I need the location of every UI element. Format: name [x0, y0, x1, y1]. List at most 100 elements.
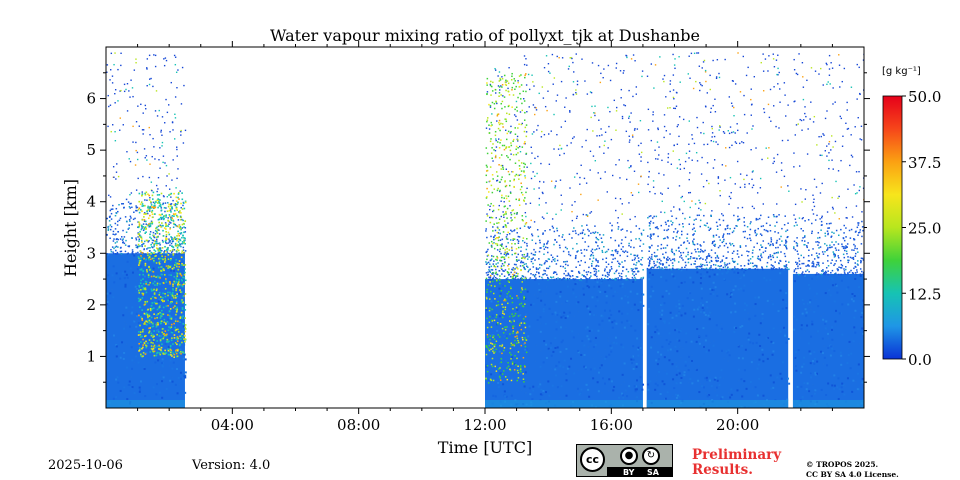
scatter-point — [705, 80, 707, 83]
fringe-point — [612, 254, 615, 257]
dense-speckle — [857, 363, 860, 366]
dense-speckle — [169, 316, 172, 319]
dense-speckle — [754, 386, 757, 389]
scatter-point — [560, 80, 563, 83]
fringe-point — [577, 250, 579, 252]
scatter-point — [551, 53, 554, 56]
dense-speckle — [528, 325, 531, 328]
dense-speckle — [554, 311, 557, 314]
fringe-point — [174, 223, 176, 226]
plume-point — [144, 232, 146, 234]
fringe-point — [162, 203, 164, 206]
scatter-point — [532, 171, 534, 173]
dense-speckle — [183, 258, 186, 261]
dense-speckle — [559, 312, 562, 315]
fringe-point — [575, 276, 578, 278]
fringe-point — [787, 235, 789, 238]
fringe-point — [854, 245, 856, 247]
plume-point — [139, 245, 141, 247]
dense-speckle — [155, 345, 158, 348]
fringe-point — [626, 230, 628, 232]
scatter-point — [861, 211, 863, 213]
dense-speckle — [144, 315, 147, 318]
fringe-point — [554, 260, 556, 262]
scatter-point — [751, 205, 754, 208]
fringe-point — [552, 276, 555, 278]
fringe-point — [698, 258, 701, 260]
dense-speckle — [822, 312, 825, 315]
scatter-point — [731, 131, 733, 134]
plume-point — [149, 236, 151, 239]
fringe-point — [114, 242, 117, 244]
dense-speckle — [150, 266, 153, 269]
dense-speckle — [681, 304, 684, 307]
fringe-point — [697, 248, 699, 250]
dense-speckle — [115, 378, 118, 381]
fringe-point — [637, 260, 640, 262]
fringe-point — [158, 247, 161, 249]
fringe-point — [830, 222, 832, 225]
fringe-point — [785, 244, 787, 247]
plume-point — [151, 270, 154, 273]
fringe-point — [606, 276, 609, 278]
dense-speckle — [859, 299, 862, 302]
dense-speckle — [656, 384, 659, 387]
scatter-point — [840, 117, 843, 120]
dense-speckle — [513, 362, 516, 365]
fringe-point — [554, 271, 557, 274]
dense-speckle — [139, 265, 142, 268]
fringe-point — [537, 235, 540, 238]
scatter-point — [775, 171, 778, 173]
plume-point — [182, 323, 185, 325]
fringe-point — [845, 245, 847, 247]
fringe-point — [512, 269, 514, 271]
plume-point — [183, 282, 186, 284]
fringe-point — [639, 263, 642, 265]
scatter-point — [117, 68, 119, 71]
fringe-point — [770, 241, 772, 243]
fringe-point — [595, 273, 597, 275]
dense-speckle — [713, 378, 716, 381]
scatter-point — [828, 140, 831, 143]
scatter-point — [768, 147, 770, 149]
plume-point — [151, 216, 154, 219]
dense-speckle — [709, 287, 712, 290]
plume-point — [150, 204, 153, 206]
fringe-point — [671, 215, 673, 217]
scatter-point — [585, 139, 587, 142]
fringe-point — [525, 248, 528, 251]
plume-point — [151, 198, 154, 200]
plume-point — [163, 269, 165, 272]
fringe-point — [535, 277, 537, 280]
fringe-point — [676, 268, 678, 270]
plume-point — [145, 334, 147, 337]
scatter-point — [845, 122, 847, 125]
fringe-point — [138, 245, 140, 248]
plume-point — [157, 266, 160, 269]
scatter-point — [717, 177, 720, 179]
scatter-point — [500, 85, 502, 87]
dense-speckle — [585, 280, 588, 283]
scatter-point — [654, 192, 656, 195]
fringe-point — [116, 251, 119, 254]
dense-speckle — [858, 388, 861, 391]
plume-point — [181, 317, 184, 319]
scatter-point — [505, 168, 508, 170]
dense-speckle — [822, 318, 825, 321]
scatter-point — [661, 200, 663, 203]
dense-speckle — [630, 307, 633, 310]
plume-point — [180, 311, 183, 314]
fringe-point — [632, 278, 635, 281]
dense-speckle — [837, 397, 840, 400]
plume-point — [138, 292, 141, 294]
fringe-point — [630, 268, 633, 270]
plume-point — [143, 227, 146, 230]
scatter-point — [717, 143, 719, 146]
plume-point — [171, 291, 174, 294]
dense-speckle — [135, 325, 138, 328]
dense-speckle — [138, 386, 141, 389]
dense-speckle — [685, 341, 688, 344]
fringe-point — [168, 252, 170, 255]
fringe-point — [754, 264, 756, 267]
dense-speckle — [506, 395, 509, 398]
